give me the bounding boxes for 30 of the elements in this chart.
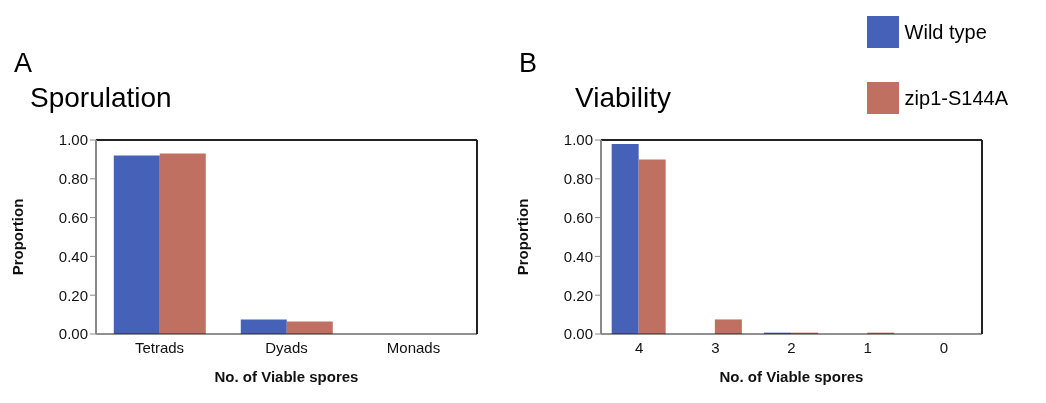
y-tick-label: 0.60 — [563, 208, 593, 226]
chart-title: Sporulation — [30, 82, 172, 114]
text: B — [519, 48, 538, 79]
x-tick-label: Monads — [386, 338, 441, 356]
y-tick-label: 0.20 — [563, 286, 593, 304]
y-tick-label: 0.80 — [563, 170, 593, 188]
x-axis-title: No. of Viable spores — [719, 368, 864, 385]
y-tick-label: 0.00 — [58, 325, 88, 343]
x-tick-label: Dyads — [265, 338, 308, 356]
x-tick-label: 1 — [863, 338, 872, 356]
x-tick-label: 4 — [634, 338, 644, 356]
legend-label: zip1-S144A — [904, 86, 1008, 110]
chart-title: Viability — [575, 82, 671, 114]
y-axis-title: Proportion — [514, 198, 532, 276]
x-tick-label: 2 — [787, 338, 796, 356]
x-tick-label: Tetrads — [134, 338, 185, 356]
text: A — [14, 48, 33, 79]
y-tick-label: 0.40 — [563, 247, 593, 265]
x-axis-title: No. of Viable spores — [214, 368, 359, 385]
y-tick-label: 1.00 — [58, 131, 88, 149]
y-axis-title: Proportion — [9, 198, 27, 276]
y-tick-label: 0.20 — [58, 286, 88, 304]
y-tick-label: 0.80 — [58, 170, 88, 188]
x-tick-label: 3 — [711, 338, 720, 356]
y-tick-label: 0.00 — [563, 325, 593, 343]
x-tick-label: 0 — [939, 338, 949, 356]
y-tick-label: 0.60 — [58, 208, 88, 226]
legend-label: Wild type — [904, 20, 987, 44]
y-tick-label: 0.40 — [58, 247, 88, 265]
y-tick-label: 1.00 — [563, 131, 593, 149]
